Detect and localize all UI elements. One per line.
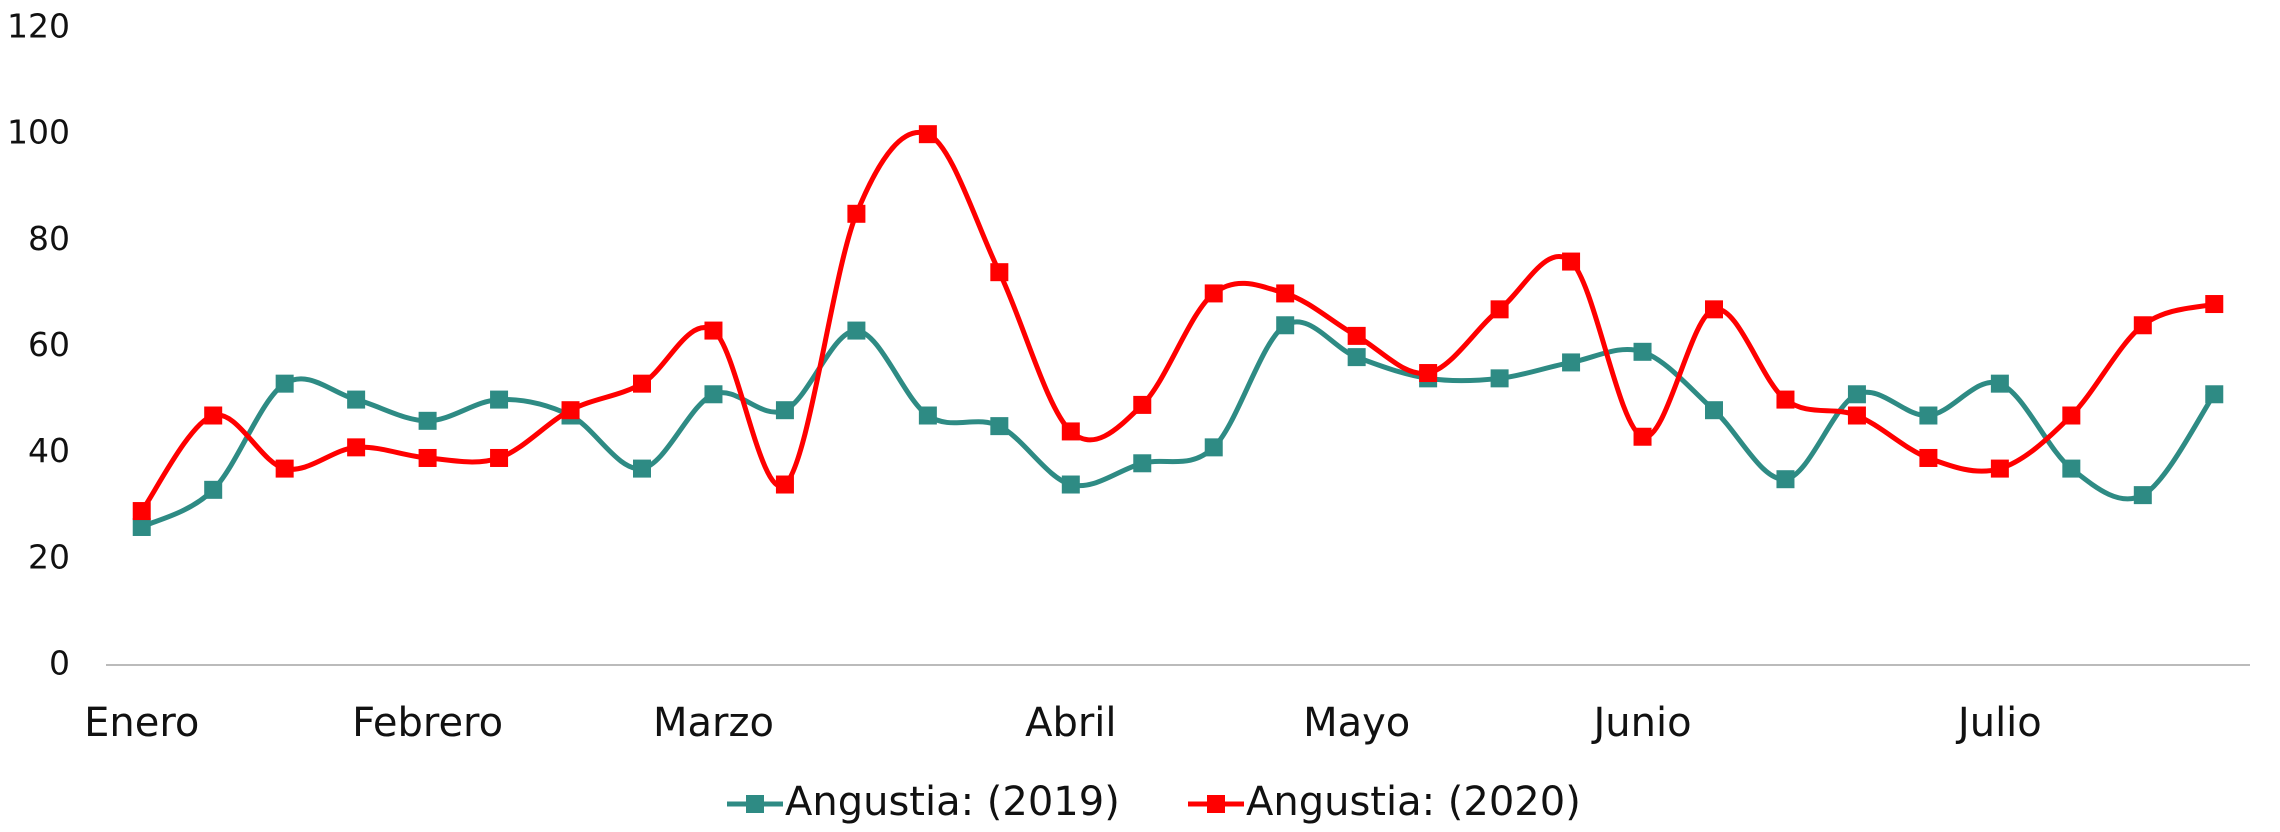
- marker: [1490, 369, 1509, 388]
- marker: [1776, 470, 1795, 489]
- y-tick-label: 60: [28, 325, 70, 364]
- y-tick-label: 0: [49, 644, 70, 683]
- marker: [1061, 422, 1080, 441]
- marker: [990, 417, 1009, 436]
- marker: [1490, 300, 1509, 319]
- legend-marker: [1207, 795, 1225, 813]
- marker: [1990, 374, 2009, 393]
- marker: [132, 502, 151, 521]
- marker: [775, 475, 794, 494]
- marker: [275, 374, 294, 393]
- marker: [2205, 385, 2224, 404]
- marker: [1919, 406, 1938, 425]
- marker: [132, 517, 151, 536]
- marker: [704, 385, 723, 404]
- marker: [1204, 438, 1223, 457]
- y-tick-label: 100: [7, 113, 70, 152]
- marker: [1133, 454, 1152, 473]
- y-tick-label: 80: [28, 219, 70, 258]
- x-tick-label: Marzo: [653, 700, 774, 746]
- y-tick-label: 20: [28, 537, 70, 576]
- marker: [633, 374, 651, 393]
- marker: [918, 406, 937, 425]
- marker: [1705, 401, 1723, 420]
- marker: [1990, 459, 2009, 478]
- marker: [1633, 427, 1652, 446]
- marker: [204, 406, 223, 425]
- legend-marker: [746, 795, 764, 813]
- marker: [490, 448, 509, 467]
- marker: [1847, 385, 1866, 404]
- marker: [1419, 364, 1438, 383]
- marker: [847, 204, 866, 223]
- marker: [1276, 284, 1295, 303]
- marker: [1347, 326, 1366, 345]
- marker: [204, 480, 223, 499]
- marker: [633, 459, 651, 478]
- marker: [418, 448, 437, 467]
- marker: [1276, 316, 1295, 335]
- marker: [1633, 342, 1652, 361]
- marker: [1204, 284, 1223, 303]
- marker: [1133, 395, 1152, 414]
- marker: [990, 263, 1009, 282]
- marker: [918, 125, 937, 144]
- marker: [1919, 448, 1938, 467]
- marker: [2062, 459, 2081, 478]
- marker: [775, 401, 794, 420]
- legend-label: Angustia: (2020): [1246, 779, 1581, 825]
- marker: [490, 390, 509, 409]
- x-tick-label: Abril: [1025, 700, 1116, 746]
- marker: [847, 321, 866, 340]
- marker: [2133, 316, 2152, 335]
- marker: [2133, 486, 2152, 505]
- legend-label: Angustia: (2019): [785, 779, 1120, 825]
- marker: [347, 390, 366, 409]
- marker: [275, 459, 294, 478]
- marker: [2205, 295, 2224, 314]
- marker: [704, 321, 723, 340]
- marker: [418, 411, 437, 430]
- series-line: [139, 130, 2215, 513]
- marker: [2062, 406, 2081, 425]
- marker: [561, 401, 580, 420]
- marker: [1347, 348, 1366, 367]
- marker: [1061, 475, 1080, 494]
- x-tick-label: Julio: [1955, 700, 2042, 746]
- x-tick-label: Febrero: [352, 700, 503, 746]
- marker: [347, 438, 366, 457]
- marker: [1776, 390, 1795, 409]
- x-tick-label: Enero: [84, 700, 199, 746]
- x-tick-label: Junio: [1590, 700, 1691, 746]
- marker: [1562, 252, 1581, 271]
- marker: [1705, 300, 1723, 319]
- y-tick-label: 40: [28, 431, 70, 470]
- marker: [1562, 353, 1581, 372]
- x-tick-label: Mayo: [1303, 700, 1410, 746]
- y-tick-label: 120: [7, 7, 70, 46]
- marker: [1847, 406, 1866, 425]
